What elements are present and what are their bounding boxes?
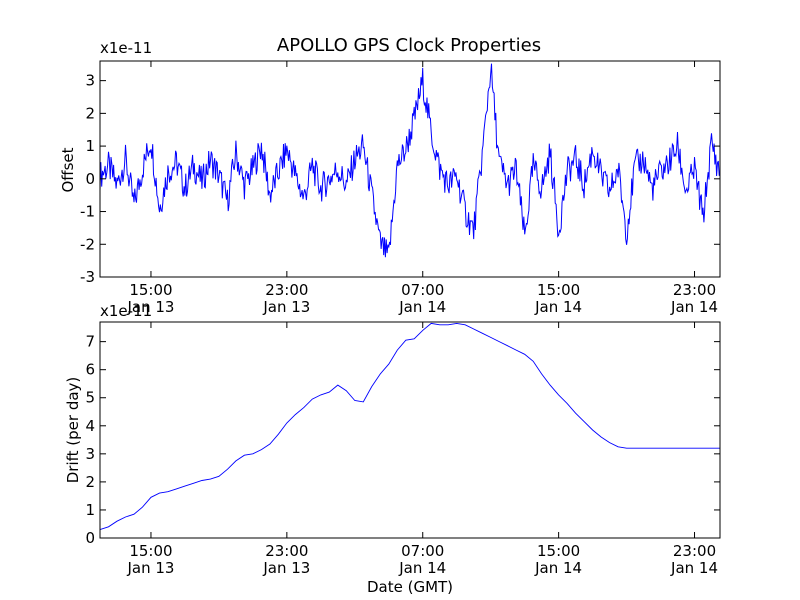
offset-line-0	[99, 63, 721, 258]
offset-ytick-label: 3	[85, 72, 95, 90]
drift-xtick-date: Jan 13	[126, 559, 174, 577]
drift-ytick-label: 1	[85, 501, 95, 519]
drift-ytick-label: 2	[85, 473, 95, 491]
drift-xtick-date: Jan 14	[670, 559, 718, 577]
offset-ytick-label: 0	[85, 170, 95, 188]
drift-xtick-time: 23:00	[265, 542, 308, 560]
offset-xtick-time: 23:00	[265, 281, 308, 299]
offset-series	[99, 63, 721, 258]
offset-xtick-time: 15:00	[537, 281, 580, 299]
offset-ytick-label: -1	[80, 203, 95, 221]
drift-xtick-date: Jan 13	[262, 559, 310, 577]
drift-xtick-date: Jan 14	[534, 559, 582, 577]
offset-xtick-time: 15:00	[129, 281, 172, 299]
offset-scale-label: x1e-11	[100, 39, 152, 57]
drift-ytick-label: 7	[85, 333, 95, 351]
drift-xtick-time: 15:00	[537, 542, 580, 560]
offset-ytick-label: 2	[85, 104, 95, 122]
drift-xtick-time: 15:00	[129, 542, 172, 560]
offset-ytick-label: -2	[80, 235, 95, 253]
drift-ytick-label: 4	[85, 417, 95, 435]
offset-xtick-date: Jan 13	[262, 298, 310, 316]
offset-y-axis-label: Offset	[59, 147, 77, 192]
drift-ytick-label: 0	[85, 529, 95, 547]
offset-xtick-date: Jan 14	[534, 298, 582, 316]
drift-xtick-time: 07:00	[401, 542, 444, 560]
drift-scale-label: x1e-11	[100, 302, 152, 320]
drift-line-0	[99, 322, 720, 531]
drift-x-axis-label: Date (GMT)	[367, 578, 453, 596]
offset-xtick-time: 23:00	[673, 281, 716, 299]
drift-ytick-label: 5	[85, 389, 95, 407]
drift-ytick-label: 3	[85, 445, 95, 463]
offset-xtick-date: Jan 14	[398, 298, 446, 316]
drift-xtick-time: 23:00	[673, 542, 716, 560]
drift-xtick-date: Jan 14	[398, 559, 446, 577]
chart-title: APOLLO GPS Clock Properties	[277, 35, 541, 56]
drift-series	[99, 322, 720, 531]
offset-ytick-label: 1	[85, 137, 95, 155]
drift-plot-frame	[99, 321, 721, 539]
offset-panel: APOLLO GPS Clock Properties x1e-11 Offse…	[59, 35, 721, 316]
offset-xtick-date: Jan 14	[670, 298, 718, 316]
drift-ytick-label: 6	[85, 361, 95, 379]
offset-plot-frame	[99, 60, 721, 278]
offset-xtick-time: 07:00	[401, 281, 444, 299]
drift-panel: x1e-11 Drift (per day) 0123456715:00Jan …	[64, 302, 721, 596]
offset-ytick-label: -3	[80, 268, 95, 286]
drift-y-axis-label: Drift (per day)	[64, 377, 82, 484]
offset-xtick-date: Jan 13	[126, 298, 174, 316]
